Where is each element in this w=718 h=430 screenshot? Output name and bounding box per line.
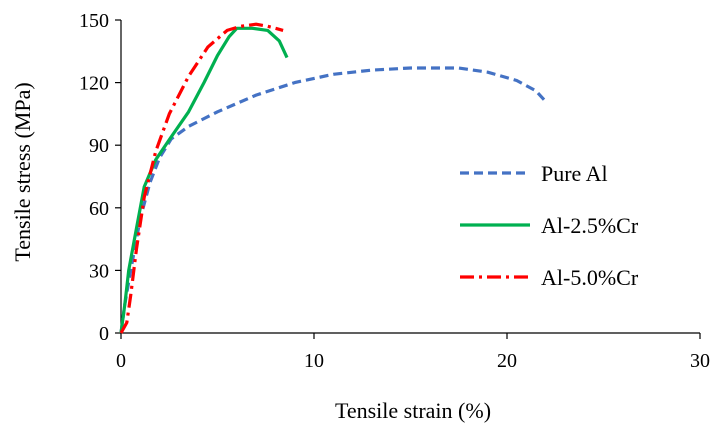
x-axis-label: Tensile strain (%) <box>335 398 491 423</box>
legend: Pure Al Al-2.5%Cr Al-5.0%Cr <box>460 161 639 290</box>
series-line-2 <box>119 26 289 334</box>
series-line-3 <box>119 22 284 334</box>
legend-label: Al-2.5%Cr <box>541 213 639 238</box>
x-tick-label: 10 <box>304 350 324 372</box>
y-tick-label: 120 <box>79 73 109 95</box>
y-tick-label: 0 <box>99 323 109 345</box>
y-tick-label: 30 <box>89 260 109 282</box>
legend-label: Pure Al <box>541 161 608 186</box>
x-tick-label: 20 <box>497 350 517 372</box>
x-tick-label: 30 <box>690 350 710 372</box>
series-layer <box>119 22 547 334</box>
y-axis-label: Tensile stress (MPa) <box>10 82 35 261</box>
axes: 0 10 20 30 0 30 60 90 120 150 <box>79 10 710 372</box>
y-tick-label: 90 <box>89 135 109 157</box>
y-tick-label: 60 <box>89 198 109 220</box>
x-tick-label: 0 <box>116 350 126 372</box>
legend-label: Al-5.0%Cr <box>541 265 639 290</box>
y-tick-label: 150 <box>79 10 109 32</box>
series-line-1 <box>119 66 547 334</box>
